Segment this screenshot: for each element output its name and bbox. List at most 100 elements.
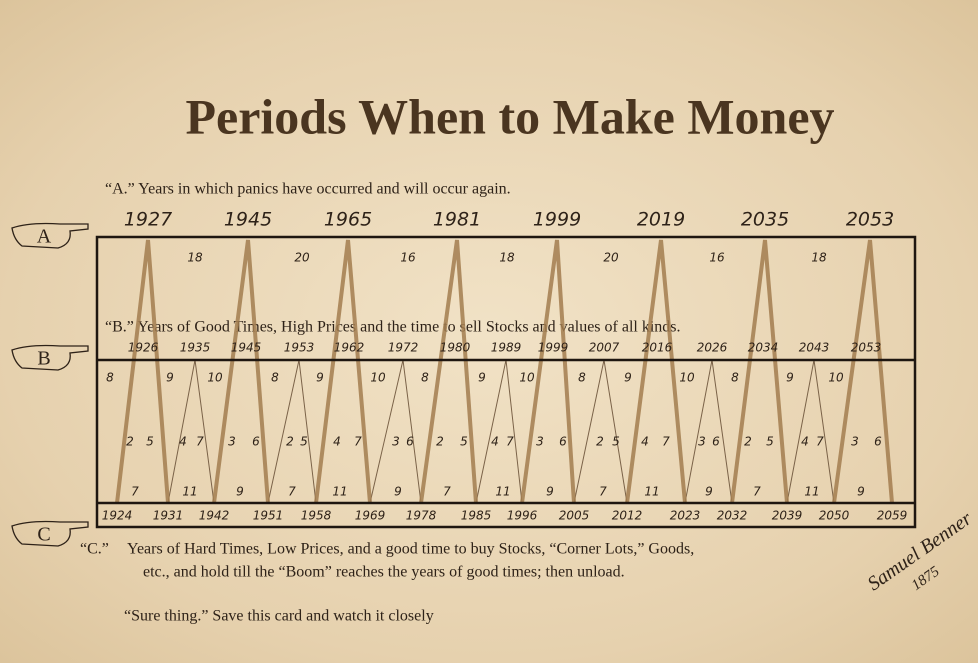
thick-cycle-line [832,239,894,504]
inner-number: 4 [179,435,187,449]
inner-number: 7 [662,435,670,449]
panic-year: 1981 [433,209,481,231]
lower-number: 7 [443,485,451,499]
marker-b: B [37,348,50,370]
inner-number: 5 [612,435,620,449]
lower-number: 7 [599,485,607,499]
inner-number: 6 [406,435,414,449]
panic-interval: 18 [499,251,515,265]
panic-year: 2035 [741,209,789,231]
lower-number: 11 [495,485,510,499]
thick-cycle-line [730,239,789,504]
thick-cycle-line [625,239,687,504]
lower-number: 9 [394,485,402,499]
pointers [11,222,89,547]
good-interval: 8 [731,371,739,385]
good-interval: 8 [421,371,429,385]
inner-number: 3 [536,435,544,449]
marker-c: C [37,524,50,546]
inner-number: 5 [146,435,154,449]
inner-number: 6 [252,435,260,449]
hard-year: 1958 [301,509,332,523]
panic-year: 1927 [124,209,172,231]
good-interval: 8 [271,371,279,385]
good-interval: 10 [828,371,844,385]
good-year: 1926 [128,341,159,355]
good-year: 1972 [388,341,419,355]
good-year: 2053 [851,341,882,355]
cycle-lines [115,239,894,504]
thick-cycle-line [419,239,478,504]
inner-number: 5 [766,435,774,449]
good-interval: 10 [207,371,223,385]
good-year: 1989 [491,341,522,355]
good-interval: 9 [786,371,794,385]
good-year: 1962 [334,341,365,355]
lower-number: 9 [857,485,865,499]
hard-year: 2032 [717,509,748,523]
good-year: 1945 [231,341,262,355]
thick-cycle-line [520,239,576,504]
footer-note: “Sure thing.” Save this card and watch i… [124,608,434,625]
panic-interval: 18 [187,251,203,265]
good-interval: 10 [519,371,535,385]
inner-number: 6 [712,435,720,449]
panic-year: 2053 [846,209,894,231]
inner-number: 7 [506,435,514,449]
lower-number: 11 [644,485,659,499]
inner-number: 5 [460,435,468,449]
pointer-b [11,344,89,371]
inner-number: 4 [801,435,809,449]
good-year: 2034 [748,341,779,355]
thick-cycle-line [314,239,372,504]
inner-number: 3 [698,435,706,449]
thick-cycle-line [212,239,270,504]
hard-year: 1969 [355,509,386,523]
inner-number: 5 [300,435,308,449]
inner-number: 4 [491,435,499,449]
hard-year: 1951 [253,509,284,523]
inner-number: 6 [559,435,567,449]
frame-box [95,235,917,529]
panic-year: 1965 [324,209,372,231]
lower-number: 7 [131,485,139,499]
inner-number: 6 [874,435,882,449]
good-year: 2043 [799,341,830,355]
caption-c-label: “C.” [80,541,109,558]
lower-number: 9 [546,485,554,499]
caption-a: “A.” Years in which panics have occurred… [105,181,511,198]
caption-c-line: etc., and hold till the “Boom” reaches t… [143,564,625,581]
inner-number: 3 [392,435,400,449]
inner-number: 7 [196,435,204,449]
panic-interval: 20 [294,251,310,265]
good-year: 1953 [284,341,315,355]
hard-year: 1942 [199,509,230,523]
hard-year: 1931 [153,509,184,523]
thin-cycle-line [786,359,835,504]
title: Periods When to Make Money [185,88,834,144]
good-interval: 9 [478,371,486,385]
good-year: 1999 [538,341,569,355]
inner-number: 2 [596,435,604,449]
inner-number: 4 [641,435,649,449]
good-interval: 9 [166,371,174,385]
good-interval: 9 [624,371,632,385]
inner-number: 2 [436,435,444,449]
pointer-c [11,520,89,547]
inner-number: 3 [851,435,859,449]
hard-year: 2050 [819,509,850,523]
good-interval: 8 [106,371,114,385]
inner-number: 4 [333,435,341,449]
good-interval: 8 [578,371,586,385]
panic-interval: 18 [811,251,827,265]
lower-number: 11 [804,485,819,499]
good-year: 1980 [440,341,471,355]
panic-year: 1999 [533,209,581,231]
panic-interval: 16 [400,251,416,265]
inner-number: 2 [286,435,294,449]
lower-number: 11 [332,485,347,499]
lower-number: 9 [705,485,713,499]
inner-number: 2 [744,435,752,449]
hard-year: 2005 [559,509,590,523]
